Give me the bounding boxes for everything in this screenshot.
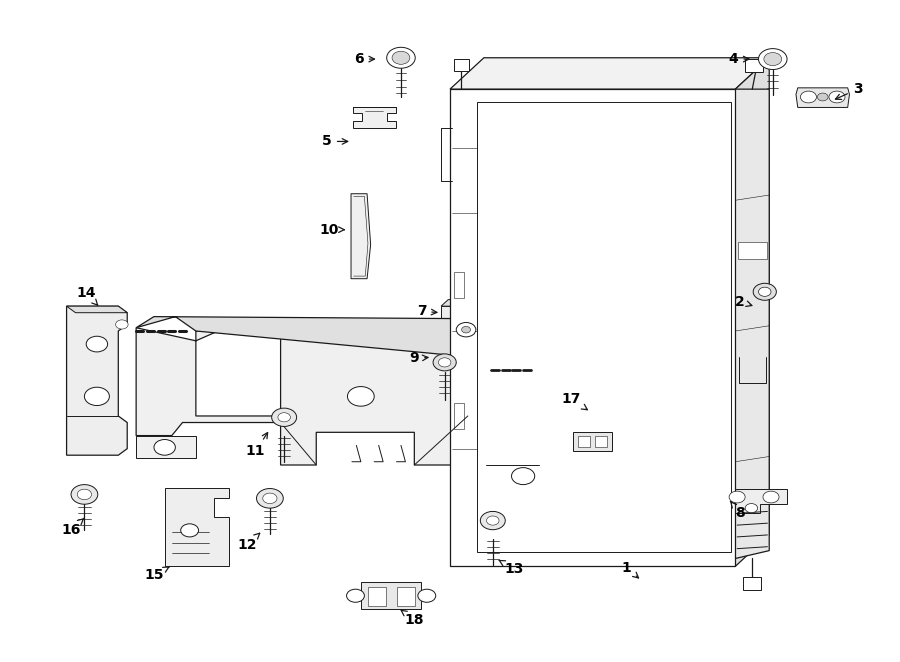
Circle shape bbox=[392, 51, 410, 64]
Polygon shape bbox=[351, 194, 371, 279]
Text: 17: 17 bbox=[562, 392, 588, 410]
Circle shape bbox=[181, 524, 199, 537]
Polygon shape bbox=[721, 489, 787, 513]
Bar bbox=[454, 59, 469, 71]
Bar bbox=[738, 242, 767, 259]
Polygon shape bbox=[441, 300, 501, 306]
Circle shape bbox=[800, 91, 816, 103]
Bar bbox=[743, 577, 761, 590]
Circle shape bbox=[759, 48, 787, 70]
Circle shape bbox=[154, 440, 176, 455]
Bar bbox=[454, 403, 464, 429]
Circle shape bbox=[256, 489, 284, 508]
Polygon shape bbox=[450, 58, 770, 89]
Text: 9: 9 bbox=[410, 352, 428, 365]
Circle shape bbox=[272, 408, 297, 426]
Circle shape bbox=[753, 283, 777, 301]
Circle shape bbox=[817, 93, 828, 101]
Circle shape bbox=[829, 91, 845, 103]
Polygon shape bbox=[796, 88, 850, 107]
Polygon shape bbox=[136, 328, 539, 465]
Text: 2: 2 bbox=[735, 295, 752, 308]
Circle shape bbox=[745, 504, 758, 513]
Polygon shape bbox=[136, 316, 555, 358]
Text: 6: 6 bbox=[355, 52, 374, 66]
Circle shape bbox=[85, 387, 110, 406]
Text: 10: 10 bbox=[319, 222, 345, 237]
Bar bbox=[361, 582, 421, 610]
Circle shape bbox=[418, 589, 436, 602]
Text: 1: 1 bbox=[622, 561, 638, 578]
Circle shape bbox=[71, 485, 98, 504]
Circle shape bbox=[347, 387, 374, 406]
Polygon shape bbox=[67, 306, 127, 455]
Text: 12: 12 bbox=[237, 533, 260, 552]
Polygon shape bbox=[731, 89, 735, 566]
Text: 7: 7 bbox=[417, 305, 436, 318]
Polygon shape bbox=[735, 89, 770, 559]
Text: 3: 3 bbox=[835, 82, 862, 99]
Bar bbox=[450, 89, 735, 566]
Circle shape bbox=[764, 52, 782, 66]
Circle shape bbox=[763, 491, 779, 503]
Circle shape bbox=[481, 512, 505, 530]
Text: 15: 15 bbox=[144, 567, 169, 583]
Text: 5: 5 bbox=[322, 134, 347, 148]
Circle shape bbox=[77, 489, 92, 500]
Bar bbox=[477, 102, 731, 552]
Circle shape bbox=[433, 354, 456, 371]
Bar bbox=[745, 59, 763, 72]
Text: 14: 14 bbox=[76, 286, 98, 305]
Text: 4: 4 bbox=[729, 52, 749, 66]
Bar bbox=[398, 587, 415, 606]
Circle shape bbox=[456, 322, 476, 337]
Circle shape bbox=[438, 357, 451, 367]
Polygon shape bbox=[353, 107, 396, 128]
Polygon shape bbox=[468, 465, 557, 488]
Circle shape bbox=[346, 589, 364, 602]
Bar bbox=[573, 432, 612, 451]
Circle shape bbox=[263, 493, 277, 504]
Text: 18: 18 bbox=[401, 610, 424, 627]
Circle shape bbox=[86, 336, 108, 352]
Circle shape bbox=[487, 516, 499, 525]
Circle shape bbox=[278, 412, 291, 422]
Text: 13: 13 bbox=[499, 560, 524, 576]
Text: 11: 11 bbox=[246, 432, 267, 458]
Polygon shape bbox=[450, 89, 479, 566]
Circle shape bbox=[387, 47, 415, 68]
Polygon shape bbox=[136, 436, 196, 459]
Polygon shape bbox=[735, 58, 770, 566]
Bar bbox=[595, 436, 607, 448]
Circle shape bbox=[462, 326, 471, 333]
Bar bbox=[579, 436, 590, 448]
Circle shape bbox=[759, 287, 771, 297]
Bar bbox=[368, 587, 386, 606]
Circle shape bbox=[115, 320, 128, 329]
Circle shape bbox=[729, 491, 745, 503]
Bar bbox=[454, 272, 464, 299]
Polygon shape bbox=[441, 306, 495, 344]
Polygon shape bbox=[165, 488, 229, 566]
Circle shape bbox=[511, 467, 535, 485]
Text: 16: 16 bbox=[61, 518, 85, 537]
Text: 8: 8 bbox=[730, 501, 744, 520]
Polygon shape bbox=[67, 306, 127, 312]
